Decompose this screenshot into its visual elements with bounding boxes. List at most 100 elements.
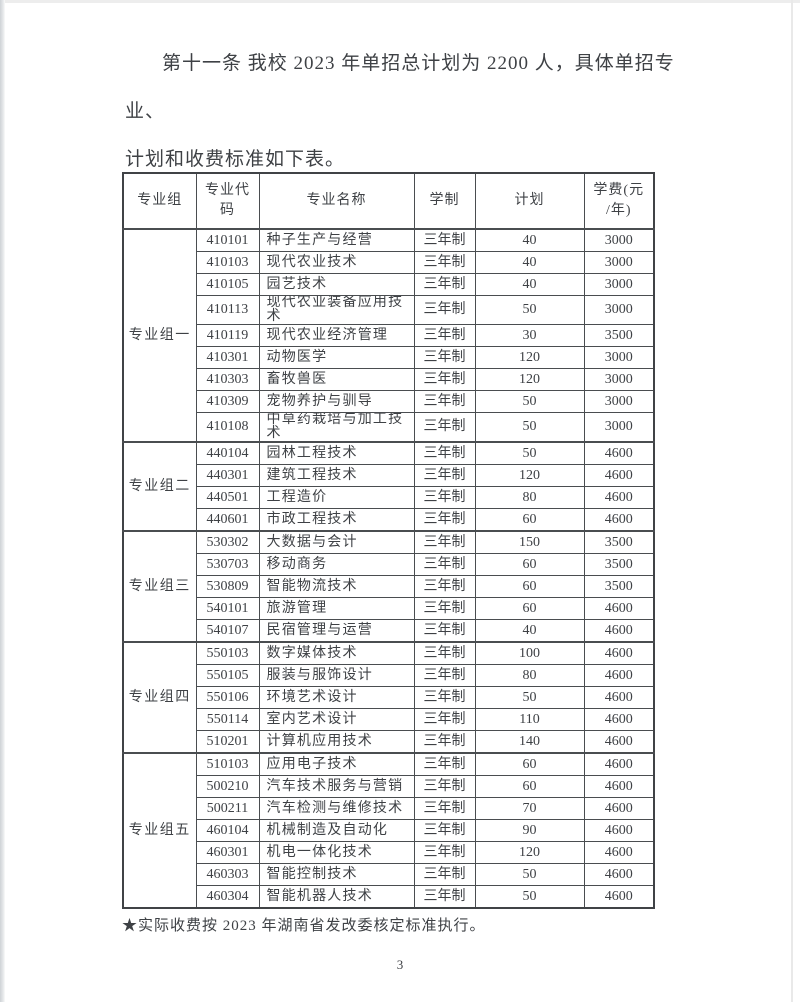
tuition-cell: 4600 [583,730,655,754]
duration-cell: 三年制 [413,530,476,554]
tuition-cell: 4600 [583,664,655,687]
tuition-cell: 3000 [583,412,655,443]
major-name-cell: 智能控制技术 [258,863,415,886]
table-row: 460301 机电一体化技术 三年制 120 4600 [123,841,655,864]
plan-count-cell: 100 [474,641,585,665]
major-name-cell: 环境艺术设计 [258,686,415,709]
scan-right-edge [791,0,793,1002]
major-name-cell: 工程造价 [258,486,415,509]
duration-cell: 三年制 [413,464,476,487]
tuition-cell: 4600 [583,619,655,643]
group-label-cell: 专业组三 [122,530,197,643]
major-name-cell: 应用电子技术 [258,752,415,776]
duration-cell: 三年制 [413,346,476,369]
major-code-cell: 460301 [195,841,260,864]
duration-cell: 三年制 [413,797,476,820]
plan-count-cell: 50 [474,885,585,909]
major-code-cell: 530703 [195,553,260,576]
plan-count-cell: 80 [474,664,585,687]
table-row: 550106 环境艺术设计 三年制 50 4600 [123,686,655,709]
duration-cell: 三年制 [413,597,476,620]
major-name-cell: 汽车检测与维修技术 [258,797,415,820]
major-code-cell: 410119 [195,324,260,347]
plan-count-cell: 120 [474,464,585,487]
major-name-cell: 园林工程技术 [258,441,415,465]
table-row: 410309 宠物养护与驯导 三年制 50 3000 [123,390,655,413]
duration-cell: 三年制 [413,324,476,347]
plan-count-cell: 50 [474,295,585,325]
duration-cell: 三年制 [413,819,476,842]
major-name-cell: 智能物流技术 [258,575,415,598]
duration-cell: 三年制 [413,273,476,296]
major-code-cell: 440501 [195,486,260,509]
table-header: 专业组 专业代 码 专业名称 学制 计划 学费(元 /年) [122,172,655,230]
major-name-cell: 现代农业经济管理 [258,324,415,347]
major-code-cell: 460304 [195,885,260,909]
table-row: 440501 工程造价 三年制 80 4600 [123,486,655,509]
duration-cell: 三年制 [413,412,476,443]
duration-cell: 三年制 [413,730,476,754]
duration-cell: 三年制 [413,885,476,909]
major-code-cell: 500210 [195,775,260,798]
table-row: 530809 智能物流技术 三年制 60 3500 [123,575,655,598]
duration-cell: 三年制 [413,708,476,731]
table-row: 550105 服装与服饰设计 三年制 80 4600 [123,664,655,687]
tuition-cell: 4600 [583,597,655,620]
table-row: 440301 建筑工程技术 三年制 120 4600 [123,464,655,487]
col-header-duration: 学制 [413,172,476,230]
tuition-cell: 3000 [583,295,655,325]
major-code-cell: 540101 [195,597,260,620]
major-code-cell: 530302 [195,530,260,554]
col-header-tuition: 学费(元 /年) [583,172,655,230]
table-row: 410105 园艺技术 三年制 40 3000 [123,273,655,296]
tuition-cell: 3000 [583,346,655,369]
major-name-cell: 大数据与会计 [258,530,415,554]
col-header-code: 专业代 码 [195,172,260,230]
plan-count-cell: 40 [474,228,585,252]
table-row: 专业组五 510103 应用电子技术 三年制 60 4600 [122,752,655,909]
plan-count-cell: 120 [474,346,585,369]
tuition-cell: 4600 [583,641,655,665]
major-code-cell: 440104 [195,441,260,465]
table-row: 专业组四 550103 数字媒体技术 三年制 100 4600 [122,641,655,754]
plan-count-cell: 60 [474,575,585,598]
scan-top-edge [0,0,800,3]
plan-count-cell: 120 [474,841,585,864]
plan-count-cell: 50 [474,441,585,465]
duration-cell: 三年制 [413,863,476,886]
plan-count-cell: 70 [474,797,585,820]
table-row: 460304 智能机器人技术 三年制 50 4600 [123,885,655,909]
plan-count-cell: 50 [474,686,585,709]
plan-count-cell: 120 [474,368,585,391]
major-name-cell: 机械制造及自动化 [258,819,415,842]
tuition-cell: 3000 [583,368,655,391]
duration-cell: 三年制 [413,553,476,576]
tuition-cell: 4600 [583,797,655,820]
major-name-cell: 种子生产与经营 [258,228,415,252]
table-row: 410303 畜牧兽医 三年制 120 3000 [123,368,655,391]
tuition-cell: 3500 [583,324,655,347]
tuition-cell: 4600 [583,752,655,776]
tuition-cell: 4600 [583,486,655,509]
duration-cell: 三年制 [413,841,476,864]
tuition-cell: 4600 [583,863,655,886]
major-name-cell: 畜牧兽医 [258,368,415,391]
major-name-cell: 建筑工程技术 [258,464,415,487]
tuition-cell: 4600 [583,819,655,842]
major-code-cell: 510201 [195,730,260,754]
intro-line-2: 计划和收费标准如下表。 [125,149,346,170]
tuition-cell: 3500 [583,575,655,598]
plan-count-cell: 60 [474,553,585,576]
major-name-cell: 宠物养护与驯导 [258,390,415,413]
table-row: 550114 室内艺术设计 三年制 110 4600 [123,708,655,731]
major-code-cell: 440301 [195,464,260,487]
major-name-cell: 旅游管理 [258,597,415,620]
major-name-cell: 园艺技术 [258,273,415,296]
duration-cell: 三年制 [413,752,476,776]
major-code-cell: 410113 [195,295,260,325]
col-header-name: 专业名称 [258,172,415,230]
duration-cell: 三年制 [413,775,476,798]
major-name-cell: 现代农业装备应用技术 [258,295,415,325]
table-row: 540101 旅游管理 三年制 60 4600 [123,597,655,620]
